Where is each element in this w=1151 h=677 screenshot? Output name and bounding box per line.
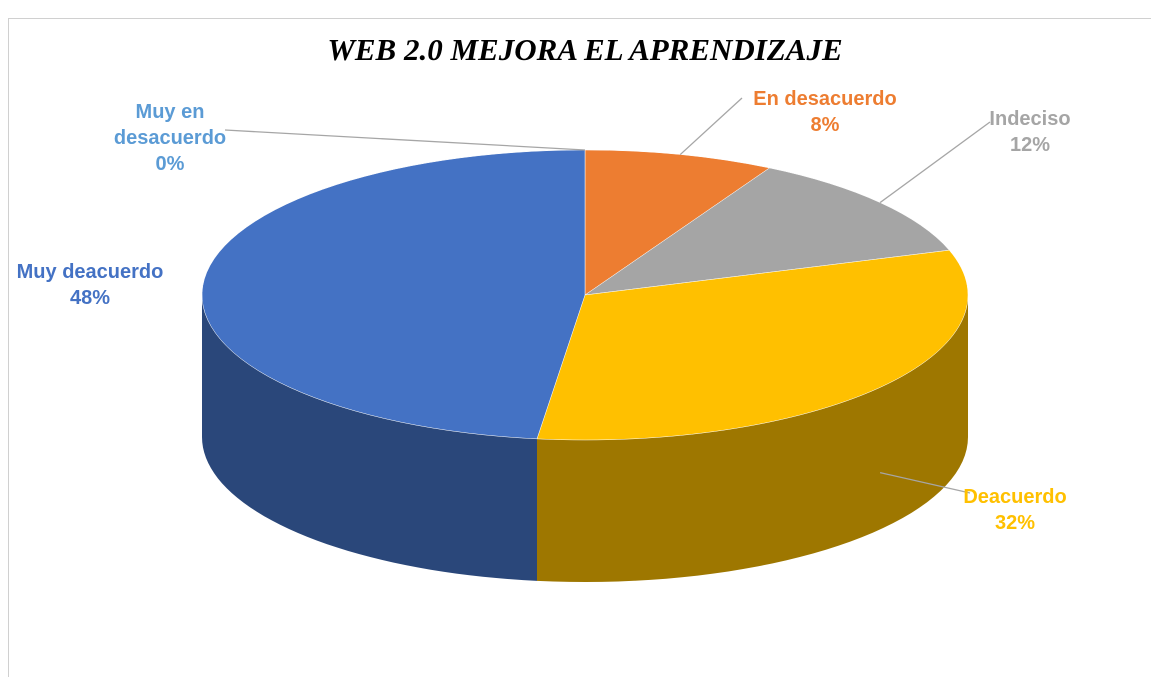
pie-side [202, 295, 537, 581]
chart-title: WEB 2.0 MEJORA EL APRENDIZAJE [327, 32, 843, 67]
data-label: Indeciso 12% [989, 106, 1070, 158]
label-category: En desacuerdo [753, 88, 897, 110]
leader-line [879, 471, 971, 494]
label-value: 48% [69, 287, 111, 309]
chart-frame [8, 18, 1151, 677]
label-category: Muy en desacuerdo [113, 101, 227, 149]
label-category: Indeciso [989, 108, 1071, 130]
data-label: En desacuerdo 8% [753, 86, 896, 138]
label-value: 8% [810, 114, 840, 136]
label-value: 12% [1009, 134, 1051, 156]
leader-line [879, 121, 991, 204]
data-label: Deacuerdo 32% [963, 484, 1066, 536]
label-value: 0% [155, 153, 185, 175]
pie-slice [536, 249, 969, 441]
label-category: Deacuerdo [963, 486, 1067, 508]
leader-line [224, 129, 586, 151]
label-category: Muy deacuerdo [16, 261, 164, 283]
label-value: 32% [994, 512, 1036, 534]
data-label: Muy deacuerdo 48% [17, 259, 164, 311]
leader-line [679, 97, 743, 156]
data-label: Muy en desacuerdo 0% [105, 99, 235, 177]
pie-side [536, 295, 968, 582]
pie-slice [201, 149, 586, 440]
